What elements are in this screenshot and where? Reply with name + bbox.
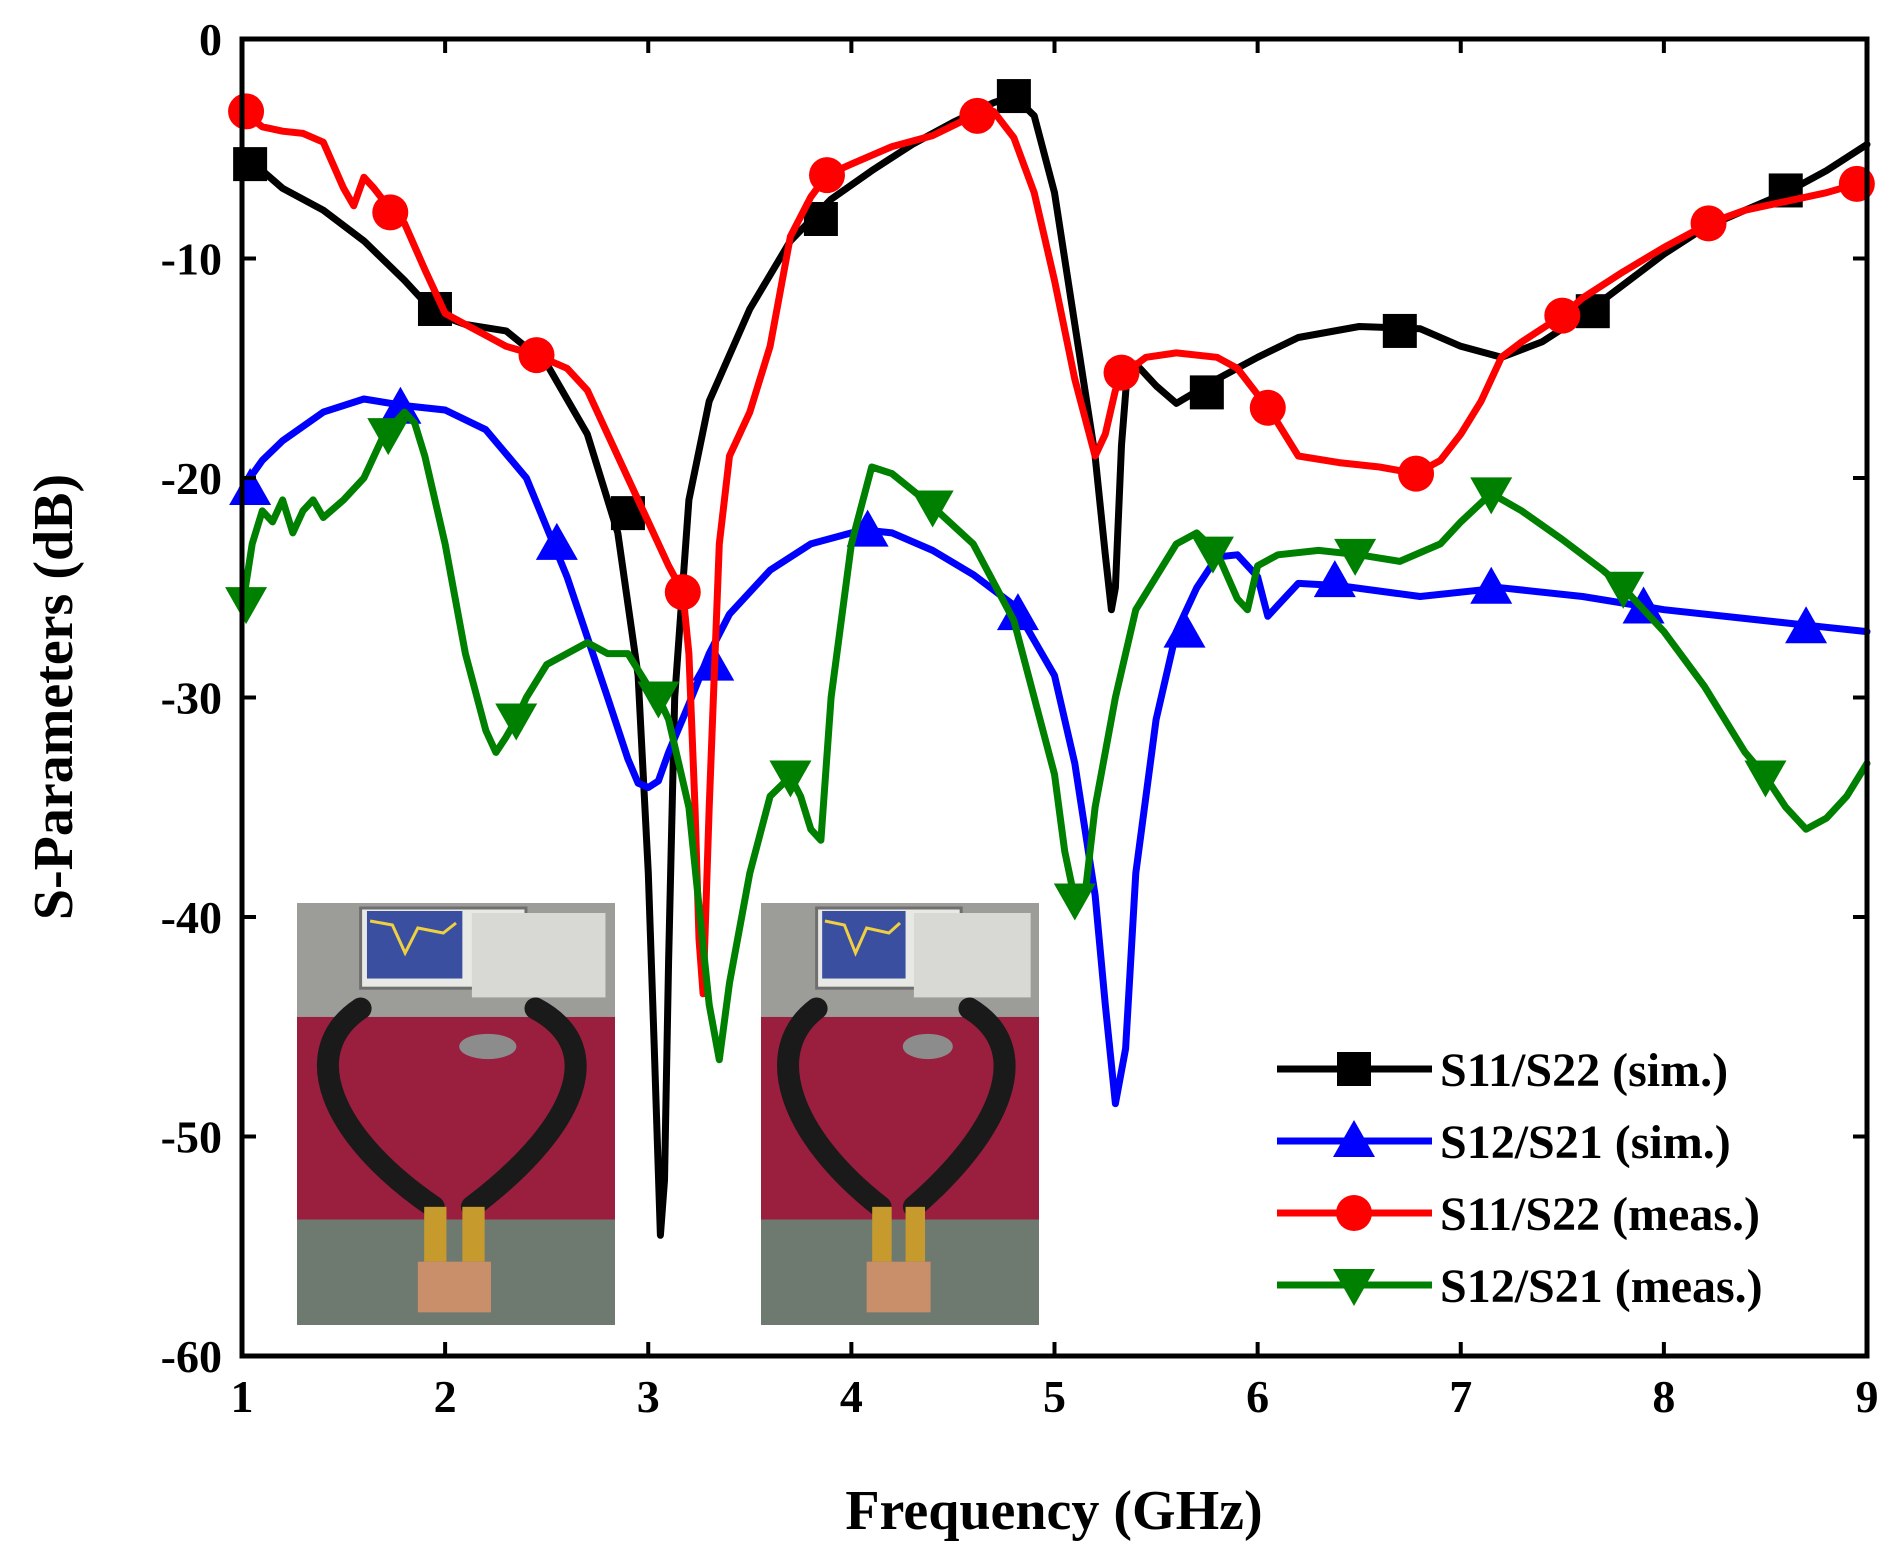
data-point (1334, 538, 1377, 576)
series-line-2 (238, 395, 1871, 1108)
data-point (769, 760, 812, 798)
legend-marker (1337, 1052, 1371, 1086)
data-point (996, 79, 1031, 114)
series-3 (228, 93, 1875, 998)
data-point (1470, 477, 1513, 515)
legend-item-2: S12/S21 (sim.) (1277, 1116, 1731, 1169)
data-point (367, 418, 410, 456)
data-point (1053, 883, 1096, 921)
setup-photo-1 (297, 903, 615, 1325)
x-tick-label: 6 (1246, 1371, 1269, 1422)
setup-photo-2 (761, 903, 1039, 1325)
computer-mouse (459, 1033, 517, 1060)
x-tick-label: 5 (1043, 1371, 1066, 1422)
series-line-4 (238, 408, 1871, 1064)
data-point (1744, 760, 1787, 798)
data-point (911, 490, 954, 528)
data-point (1313, 560, 1356, 598)
x-tick-label: 2 (434, 1371, 457, 1422)
legend-label: S12/S21 (meas.) (1440, 1260, 1763, 1313)
x-tick-label: 3 (637, 1371, 660, 1422)
data-point (518, 337, 555, 374)
series-layer (225, 79, 1875, 1239)
data-point (1398, 455, 1435, 492)
data-point (1191, 536, 1234, 574)
analyzer-screen (822, 911, 906, 979)
coax-cable-left (777, 997, 892, 1218)
y-tick-label: -60 (161, 1331, 222, 1382)
series-line-3 (238, 107, 1871, 998)
data-point (637, 681, 680, 719)
measurement-setup-photos (297, 903, 1039, 1325)
axis-ticks: 1 2 3 4 5 6 7 8 9 0 -10 -20 -30 -40 -50 -60 (161, 14, 1879, 1422)
y-tick-label: 0 (199, 14, 222, 65)
x-tick-label: 8 (1652, 1371, 1675, 1422)
data-point (803, 201, 838, 236)
data-point (1103, 354, 1140, 391)
data-point (1382, 313, 1417, 348)
y-tick-label: -10 (161, 234, 222, 285)
analyzer-screen (366, 911, 463, 979)
legend-label: S11/S22 (meas.) (1440, 1188, 1760, 1241)
x-tick-label: 1 (231, 1371, 254, 1422)
y-tick-label: -30 (161, 673, 222, 724)
legend-item-4: S12/S21 (meas.) (1277, 1260, 1763, 1313)
y-tick-label: -40 (161, 892, 222, 943)
y-tick-label: -20 (161, 453, 222, 504)
coax-cable-right (460, 997, 587, 1218)
series-4 (225, 408, 1871, 1064)
data-point (1785, 606, 1828, 644)
coax-cable-left (316, 997, 445, 1218)
connector-right (905, 1206, 926, 1262)
data-point (535, 522, 578, 560)
data-point (1163, 610, 1206, 648)
connector-left (424, 1206, 447, 1262)
analyzer-trace (369, 919, 457, 957)
data-point (225, 587, 268, 625)
data-point (959, 97, 996, 134)
data-point (1544, 297, 1581, 334)
antenna-prototype (866, 1261, 931, 1313)
data-point (1690, 205, 1727, 242)
legend-item-3: S11/S22 (meas.) (1277, 1188, 1760, 1241)
legend-label: S11/S22 (sim.) (1440, 1044, 1728, 1097)
data-point (1189, 375, 1224, 410)
data-point (1470, 566, 1513, 604)
legend-marker (1333, 1269, 1375, 1306)
coax-cable-right (902, 997, 1016, 1218)
y-tick-label: -50 (161, 1112, 222, 1163)
data-point (233, 147, 268, 182)
analyzer-panel (471, 913, 606, 998)
x-tick-label: 7 (1449, 1371, 1472, 1422)
legend: S11/S22 (sim.) S12/S21 (sim.) S11/S22 (mea… (1277, 1044, 1763, 1313)
data-point (664, 574, 701, 611)
data-point (372, 194, 409, 231)
y-axis-title: S-Parameters (dB) (23, 474, 85, 920)
connector-right (462, 1206, 485, 1262)
analyzer-trace (824, 919, 902, 957)
data-point (996, 593, 1039, 631)
data-point (1249, 389, 1286, 426)
data-point (229, 467, 272, 505)
antenna-prototype (417, 1261, 491, 1313)
legend-label: S12/S21 (sim.) (1440, 1116, 1731, 1169)
data-point (1602, 571, 1645, 609)
x-tick-label: 9 (1856, 1371, 1879, 1422)
connector-left (872, 1206, 892, 1262)
x-tick-label: 4 (840, 1371, 863, 1422)
legend-marker (1336, 1195, 1372, 1231)
data-point (809, 157, 845, 194)
data-point (228, 93, 265, 130)
legend-marker (1333, 1120, 1375, 1157)
data-point (846, 509, 889, 547)
legend-item-1: S11/S22 (sim.) (1277, 1044, 1728, 1097)
data-point (495, 703, 538, 741)
analyzer-panel (913, 913, 1031, 998)
series-1 (233, 79, 1871, 1239)
computer-mouse (902, 1033, 953, 1060)
x-axis-title: Frequency (GHz) (845, 1480, 1262, 1542)
plot-area: 1 2 3 4 5 6 7 8 9 0 -10 -20 -30 -40 -50 -60 (161, 14, 1879, 1422)
